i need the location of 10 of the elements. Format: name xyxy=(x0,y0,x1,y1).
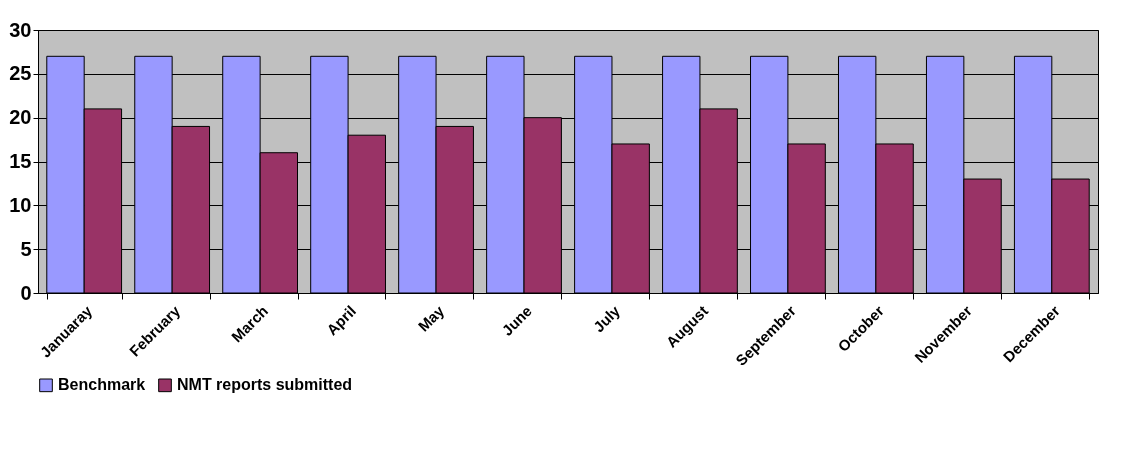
x-tick-label: July xyxy=(589,301,624,336)
legend-label: NMT reports submitted xyxy=(177,376,353,394)
legend-label: Benchmark xyxy=(58,376,146,394)
y-tick-label: 10 xyxy=(9,193,32,216)
y-tick-label: 5 xyxy=(20,237,32,260)
y-tick-label: 15 xyxy=(9,150,32,172)
y-tick-label: 30 xyxy=(9,18,32,41)
y-tick-label: 0 xyxy=(20,281,32,304)
y-tick-label: 20 xyxy=(9,106,32,129)
y-tick-label: 25 xyxy=(9,62,32,85)
